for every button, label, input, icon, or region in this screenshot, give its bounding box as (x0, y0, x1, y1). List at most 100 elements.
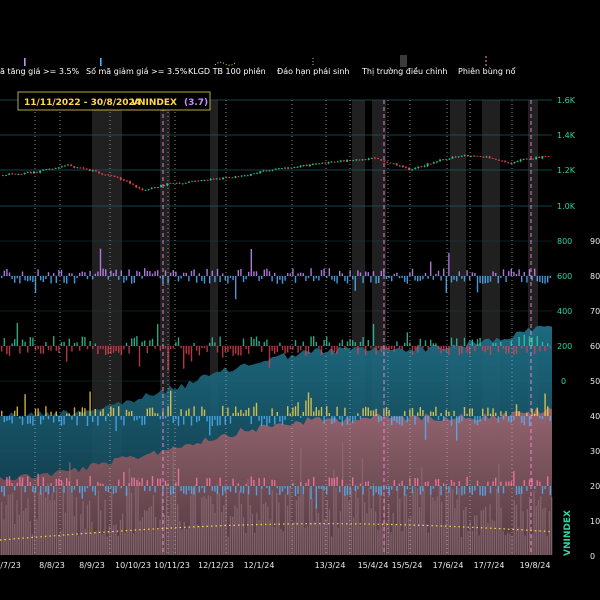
candle-body (346, 159, 348, 162)
breadth-bar (294, 276, 297, 283)
volume-bar (172, 446, 174, 555)
volume-bar (97, 490, 100, 555)
volume-bar (12, 493, 14, 555)
breadth-bar (34, 276, 37, 293)
breadth-bar (463, 276, 466, 282)
flow-bar (40, 416, 42, 425)
breadth-bar (261, 276, 263, 279)
flow-bar (370, 486, 372, 489)
candle-body (274, 168, 277, 170)
flow-bar (63, 341, 65, 346)
flow-bar (352, 477, 354, 486)
flow-bar (313, 476, 315, 486)
candle-body (259, 171, 262, 174)
flow-bar (521, 346, 523, 349)
volume-bar (216, 484, 218, 555)
flow-bar (237, 346, 239, 356)
flow-bar (383, 346, 385, 354)
flow-bar (263, 477, 265, 486)
flow-bar (302, 341, 304, 346)
flow-bar (367, 407, 369, 416)
flow-bar (333, 416, 336, 423)
candle-body (321, 162, 324, 164)
flow-bar (133, 416, 135, 421)
volume-bar (194, 484, 196, 555)
flow-bar (528, 416, 531, 427)
volume-bar (379, 486, 381, 555)
flow-bar (492, 343, 494, 346)
legend-item: Phiên bùng nổ (458, 56, 516, 76)
candle-body (377, 158, 379, 160)
legend-swatch (100, 58, 102, 66)
volume-bar (346, 484, 348, 555)
candle-body (253, 173, 255, 175)
flow-bar (419, 486, 421, 495)
right-tick-label: 700 (590, 307, 600, 316)
volume-bar (375, 511, 377, 555)
flow-bar (443, 416, 445, 421)
flow-bar (141, 341, 143, 346)
flow-bar (372, 323, 375, 346)
breadth-bar (419, 276, 421, 281)
flow-bar (131, 477, 133, 486)
breadth-bar (99, 248, 102, 276)
volume-bar (247, 479, 249, 555)
flow-bar (21, 477, 24, 486)
flow-bar (484, 416, 486, 421)
flow-bar (476, 339, 479, 346)
volume-bar (69, 462, 71, 555)
candle-body (54, 168, 57, 169)
volume-bar (405, 494, 408, 555)
flow-bar (430, 339, 432, 346)
volume-bar (489, 504, 491, 555)
flow-bar (521, 486, 523, 494)
flow-bar (196, 416, 198, 423)
breadth-bar (14, 276, 16, 283)
candle-body (29, 172, 32, 174)
flow-bar (8, 416, 11, 421)
flow-bar (81, 336, 83, 346)
flow-bar (14, 486, 16, 491)
flow-bar (445, 486, 447, 490)
volume-bar (278, 502, 280, 555)
breadth-bar (141, 276, 143, 279)
volume-bar (115, 524, 117, 555)
volume-bar (240, 504, 243, 555)
flow-bar (391, 486, 393, 490)
flow-bar (359, 483, 362, 486)
flow-bar (404, 486, 406, 496)
flow-bar (107, 413, 109, 416)
x-tick-label: 5/7/23 (0, 561, 21, 570)
flow-bar (424, 482, 427, 486)
flow-bar (157, 324, 159, 346)
flow-bar (435, 406, 437, 416)
volume-bar (249, 504, 251, 555)
flow-bar (248, 486, 250, 495)
candle-body (343, 160, 345, 162)
breadth-bar (315, 276, 317, 279)
flow-bar (125, 409, 128, 416)
volume-bar (111, 491, 113, 555)
flow-bar (281, 346, 284, 350)
flow-bar (190, 486, 193, 495)
flow-bar (453, 346, 455, 348)
candle-body (262, 170, 265, 172)
flow-bar (297, 486, 299, 494)
flow-bar (107, 486, 109, 492)
candle-body (132, 183, 135, 185)
flow-bar (354, 416, 356, 420)
flow-bar (393, 480, 395, 486)
flow-bar (372, 486, 375, 496)
flow-bar (50, 411, 52, 416)
flow-bar (396, 486, 398, 491)
volume-bar (234, 505, 236, 555)
flow-bar (333, 478, 336, 486)
breadth-bar (549, 276, 551, 279)
flow-bar (27, 346, 29, 353)
volume-bar (394, 525, 397, 555)
breadth-bar (131, 276, 133, 284)
flow-bar (253, 339, 255, 346)
flow-bar (497, 346, 499, 353)
breadth-bar (492, 271, 494, 276)
right-tick-label: 0 (590, 552, 595, 561)
